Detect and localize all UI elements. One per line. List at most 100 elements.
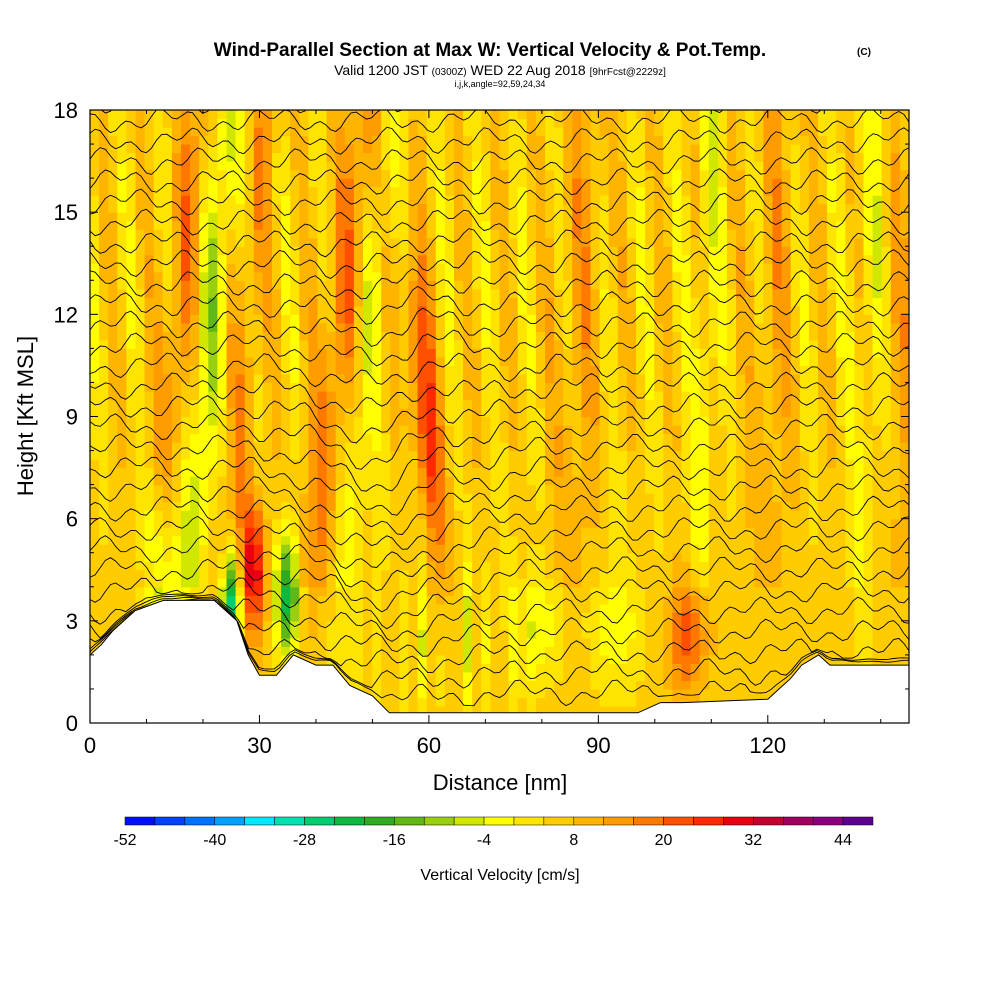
- field-cell: [745, 212, 755, 222]
- field-cell: [563, 399, 573, 409]
- field-cell: [508, 501, 519, 511]
- field-cell: [708, 195, 719, 205]
- field-cell: [717, 484, 728, 494]
- field-cell: [727, 484, 737, 494]
- field-cell: [636, 501, 646, 511]
- field-cell: [490, 161, 501, 171]
- field-cell: [208, 229, 218, 239]
- field-cell: [463, 373, 473, 384]
- field-cell: [681, 603, 692, 613]
- field-cell: [244, 322, 255, 332]
- field-cell: [435, 433, 446, 443]
- field-cell: [754, 637, 764, 647]
- field-cell: [599, 476, 610, 486]
- field-cell: [190, 433, 200, 443]
- field-cell: [727, 416, 737, 426]
- field-cell: [217, 373, 228, 384]
- field-cell: [717, 348, 728, 358]
- field-cell: [654, 629, 664, 639]
- field-cell: [90, 263, 100, 273]
- field-cell: [617, 467, 628, 477]
- field-cell: [535, 612, 546, 622]
- field-cell: [599, 118, 610, 128]
- field-cell: [363, 535, 373, 545]
- field-cell: [272, 356, 282, 367]
- field-cell: [199, 365, 209, 375]
- field-cell: [99, 203, 109, 213]
- field-cell: [181, 459, 191, 469]
- field-cell: [363, 680, 373, 690]
- field-cell: [244, 603, 255, 613]
- field-cell: [526, 110, 537, 120]
- field-cell: [372, 365, 382, 375]
- field-cell: [408, 620, 419, 630]
- field-cell: [608, 663, 619, 673]
- field-cell: [190, 161, 200, 171]
- field-cell: [663, 459, 673, 469]
- field-cell: [617, 688, 628, 699]
- field-cell: [672, 365, 683, 375]
- field-cell: [353, 612, 364, 622]
- field-cell: [708, 637, 719, 647]
- field-cell: [454, 331, 464, 341]
- field-cell: [317, 552, 328, 562]
- field-cell: [199, 544, 209, 554]
- field-cell: [545, 544, 555, 554]
- field-cell: [90, 161, 100, 171]
- field-cell: [663, 297, 673, 307]
- field-cell: [672, 161, 683, 171]
- field-cell: [399, 305, 410, 315]
- field-cell: [727, 314, 737, 324]
- field-cell: [299, 186, 309, 196]
- field-cell: [535, 331, 546, 341]
- field-cell: [472, 612, 482, 622]
- field-cell: [435, 373, 446, 384]
- field-cell: [681, 654, 692, 665]
- field-cell: [144, 459, 155, 469]
- field-cell: [590, 680, 601, 690]
- field-cell: [517, 561, 528, 571]
- field-cell: [708, 220, 719, 230]
- field-cell: [90, 501, 100, 511]
- field-cell: [90, 229, 100, 239]
- field-cell: [572, 459, 582, 469]
- field-cell: [654, 527, 664, 537]
- field-cell: [654, 161, 664, 171]
- field-cell: [645, 535, 655, 545]
- field-cell: [171, 561, 182, 571]
- field-cell: [490, 297, 501, 307]
- field-cell: [426, 561, 437, 571]
- field-cell: [426, 169, 437, 179]
- field-cell: [90, 467, 100, 477]
- field-cell: [736, 271, 746, 281]
- field-cell: [299, 467, 309, 477]
- field-cell: [690, 297, 701, 307]
- field-cell: [253, 578, 264, 588]
- field-cell: [708, 535, 719, 545]
- field-cell: [235, 603, 246, 613]
- field-cell: [235, 339, 246, 349]
- field-cell: [90, 510, 100, 520]
- field-cell: [308, 535, 319, 545]
- field-cell: [545, 254, 555, 264]
- field-cell: [572, 203, 582, 213]
- field-cell: [654, 637, 664, 647]
- field-cell: [717, 220, 728, 230]
- field-cell: [481, 305, 491, 315]
- field-cell: [490, 322, 501, 332]
- field-cell: [581, 297, 592, 307]
- field-cell: [417, 620, 428, 630]
- field-cell: [390, 314, 400, 324]
- field-cell: [117, 493, 127, 503]
- field-cell: [353, 407, 364, 418]
- field-cell: [144, 288, 155, 298]
- field-cell: [508, 339, 519, 349]
- field-cell: [181, 152, 191, 162]
- field-cell: [235, 322, 246, 332]
- field-cell: [171, 322, 182, 332]
- field-cell: [626, 288, 637, 298]
- field-cell: [599, 697, 610, 707]
- field-cell: [736, 161, 746, 171]
- field-cell: [708, 203, 719, 213]
- field-cell: [290, 527, 300, 537]
